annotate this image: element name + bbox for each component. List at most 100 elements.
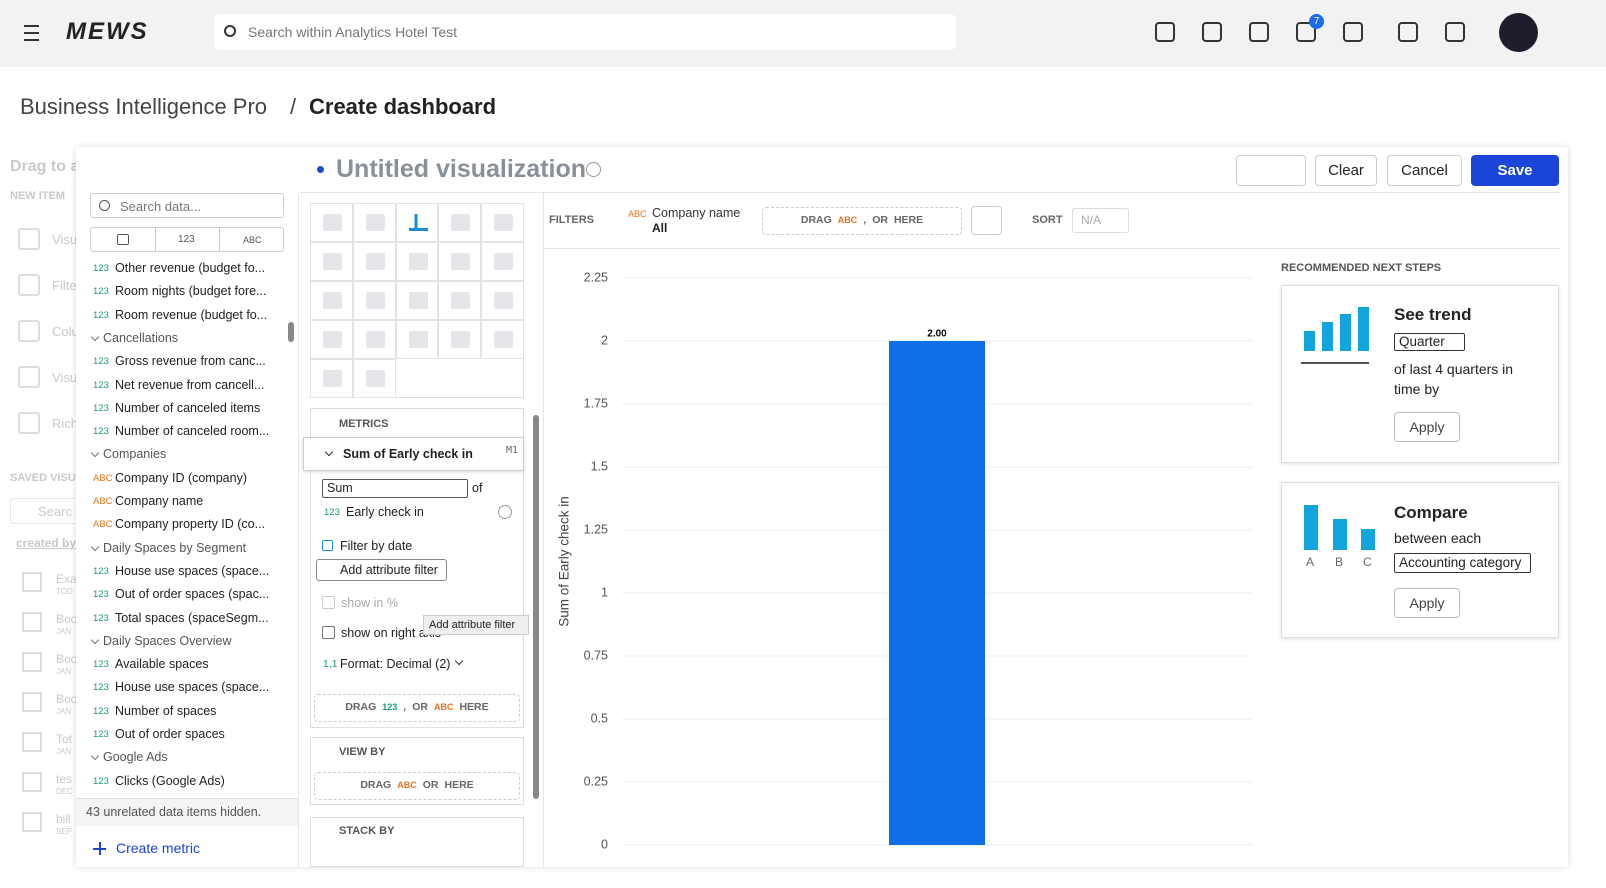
chart-type-button[interactable] bbox=[310, 281, 353, 320]
chart-type-button[interactable] bbox=[481, 242, 524, 281]
tab-icon[interactable] bbox=[117, 234, 129, 245]
chart-type-button[interactable] bbox=[481, 203, 524, 242]
data-item[interactable]: Clicks (Google Ads) bbox=[115, 773, 225, 788]
chart-type-button[interactable] bbox=[352, 203, 396, 242]
header-icon[interactable] bbox=[1296, 22, 1316, 42]
data-item[interactable]: Available spaces bbox=[115, 657, 209, 672]
chart-type-icon bbox=[323, 253, 342, 270]
clear-button[interactable]: Clear bbox=[1315, 155, 1377, 186]
data-kind: 123 bbox=[93, 263, 109, 274]
sort-select[interactable]: N/A bbox=[1072, 208, 1129, 233]
header-icon[interactable] bbox=[1202, 22, 1222, 42]
view-by-heading: VIEW BY bbox=[339, 746, 386, 758]
create-metric[interactable]: Create metric bbox=[116, 840, 201, 856]
bar bbox=[889, 341, 985, 845]
data-item[interactable]: Room revenue (budget fo... bbox=[115, 307, 268, 322]
data-group[interactable]: Companies bbox=[103, 447, 167, 462]
data-search[interactable]: Search data... bbox=[90, 193, 284, 218]
bg-list-title: tes bbox=[56, 772, 73, 786]
data-item[interactable]: House use spaces (space... bbox=[115, 563, 270, 578]
save-button[interactable]: Save bbox=[1471, 155, 1559, 186]
data-tab[interactable]: ABC bbox=[243, 235, 262, 245]
chart-type-button[interactable] bbox=[310, 242, 353, 281]
bg-list-sub: TOD bbox=[56, 587, 73, 596]
chart-type-button[interactable] bbox=[438, 320, 482, 359]
add-attribute-filter[interactable]: Add attribute filter bbox=[316, 559, 447, 581]
chart-type-button[interactable] bbox=[481, 320, 524, 359]
chart-type-button[interactable] bbox=[310, 320, 353, 359]
data-item[interactable]: Out of order spaces (spac... bbox=[115, 587, 270, 602]
filters-divider bbox=[544, 248, 1560, 249]
data-group[interactable]: Cancellations bbox=[103, 330, 179, 345]
chart-type-button[interactable] bbox=[438, 203, 482, 242]
metric-name[interactable]: Sum of Early check in bbox=[343, 447, 473, 461]
data-kind: 123 bbox=[93, 379, 109, 391]
data-kind: 123 bbox=[93, 659, 109, 671]
chart-type-button[interactable] bbox=[395, 242, 439, 281]
header-icon[interactable] bbox=[1155, 22, 1175, 42]
data-group[interactable]: Google Ads bbox=[103, 750, 168, 765]
chart-type-button[interactable] bbox=[352, 320, 396, 359]
bg-item-icon bbox=[18, 320, 40, 342]
header-icon[interactable] bbox=[1343, 22, 1363, 42]
data-item[interactable]: Number of spaces bbox=[115, 703, 217, 718]
header-icon[interactable] bbox=[1445, 22, 1465, 42]
breadcrumb-parent[interactable]: Business Intelligence Pro bbox=[20, 94, 268, 119]
cancel-button[interactable]: Cancel bbox=[1387, 155, 1462, 186]
aggregation-select[interactable]: Sum bbox=[322, 479, 468, 498]
data-tab[interactable]: 123 bbox=[178, 234, 195, 245]
data-item[interactable]: Other revenue (budget fo... bbox=[115, 261, 266, 275]
data-item[interactable]: Net revenue from cancell... bbox=[115, 377, 265, 392]
right-axis-checkbox[interactable] bbox=[322, 626, 335, 639]
data-group[interactable]: Daily Spaces by Segment bbox=[103, 540, 247, 555]
chart-type-button[interactable] bbox=[438, 242, 482, 281]
header-icon[interactable] bbox=[1398, 22, 1418, 42]
chart-type-button[interactable] bbox=[310, 203, 353, 242]
data-item[interactable]: Company name bbox=[115, 494, 204, 508]
percent-checkbox[interactable] bbox=[322, 596, 335, 609]
search-box[interactable]: Search within Analytics Hotel Test bbox=[214, 14, 956, 50]
avatar[interactable] bbox=[1499, 13, 1538, 52]
chart-type-button[interactable] bbox=[310, 359, 353, 398]
add-filter-button[interactable] bbox=[971, 206, 1002, 235]
header-icon[interactable] bbox=[1249, 22, 1269, 42]
data-item[interactable]: Number of canceled room... bbox=[115, 424, 270, 439]
y-tick-label: 0.5 bbox=[591, 711, 608, 725]
trend-icon-bar bbox=[1322, 322, 1333, 351]
trend-icon-bar bbox=[1340, 314, 1351, 351]
compare-apply[interactable]: Apply bbox=[1394, 588, 1460, 618]
logo: MEWS bbox=[66, 18, 149, 45]
field-name: Early check in bbox=[346, 505, 424, 519]
filter-name[interactable]: Company name bbox=[652, 206, 741, 220]
chart-type-button[interactable] bbox=[352, 242, 396, 281]
data-item[interactable]: Gross revenue from canc... bbox=[115, 354, 266, 369]
filter-by-date[interactable]: Filter by date bbox=[340, 539, 413, 553]
data-item[interactable]: Room nights (budget fore... bbox=[115, 284, 267, 299]
format-label[interactable]: Format: Decimal (2) bbox=[340, 657, 451, 671]
data-item[interactable]: House use spaces (space... bbox=[115, 680, 270, 695]
chart-type-button[interactable] bbox=[395, 203, 439, 242]
trend-select[interactable]: Quarter bbox=[1394, 333, 1465, 351]
chart-type-button[interactable] bbox=[395, 320, 439, 359]
compare-card bbox=[1281, 482, 1559, 638]
compare-select[interactable]: Accounting category bbox=[1394, 553, 1531, 573]
menu-icon-line bbox=[24, 25, 39, 27]
chart-type-icon bbox=[323, 292, 342, 309]
filter-value[interactable]: All bbox=[652, 221, 668, 235]
chart-type-button[interactable] bbox=[352, 359, 396, 398]
chart-type-button[interactable] bbox=[438, 281, 482, 320]
chart-type-button[interactable] bbox=[395, 281, 439, 320]
data-item[interactable]: Company property ID (co... bbox=[115, 517, 266, 532]
undo-redo[interactable] bbox=[1236, 155, 1306, 186]
data-item[interactable]: Total spaces (spaceSegm... bbox=[115, 610, 269, 625]
trend-text: of last 4 quarters in time by bbox=[1394, 361, 1514, 397]
chart-type-button[interactable] bbox=[352, 281, 396, 320]
bg-search-text: Searc bbox=[38, 504, 72, 519]
chart-type-button[interactable] bbox=[481, 281, 524, 320]
data-item[interactable]: Number of canceled items bbox=[115, 400, 261, 415]
data-item[interactable]: Out of order spaces bbox=[115, 727, 225, 741]
data-item[interactable]: Company ID (company) bbox=[115, 470, 247, 485]
data-group[interactable]: Daily Spaces Overview bbox=[103, 633, 232, 648]
trend-apply[interactable]: Apply bbox=[1394, 412, 1460, 442]
